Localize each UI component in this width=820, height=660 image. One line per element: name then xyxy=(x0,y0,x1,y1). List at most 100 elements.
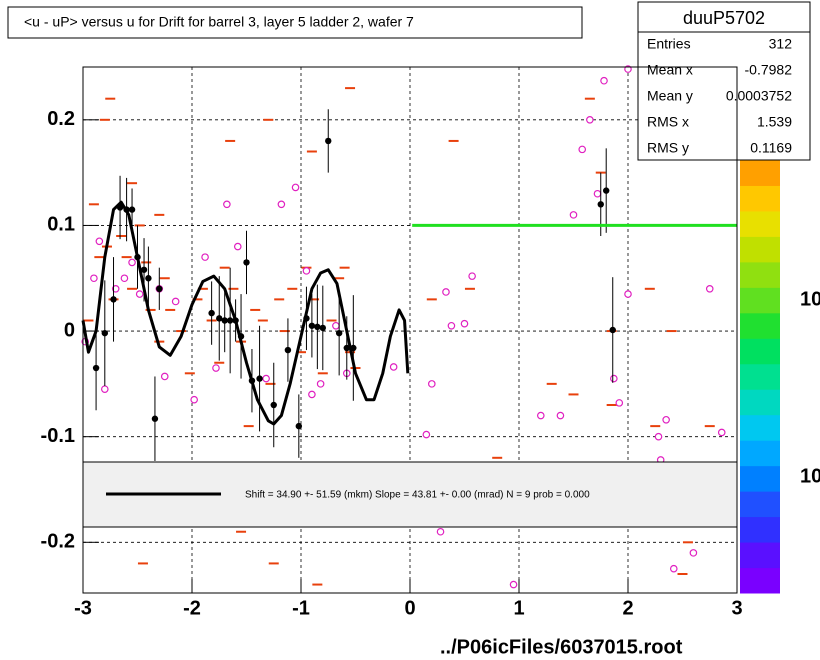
data-point xyxy=(556,411,565,420)
legend-text: Shift = 34.90 +- 51.59 (mkm) Slope = 43.… xyxy=(245,490,590,501)
data-point xyxy=(460,319,469,328)
data-point xyxy=(212,364,220,372)
x-tick-label: 2 xyxy=(622,597,633,619)
stats-key: Mean x xyxy=(647,62,693,78)
profile-point xyxy=(226,317,234,324)
profile-point xyxy=(208,309,215,317)
colorbar-label: 10 xyxy=(800,465,820,487)
stats-box xyxy=(637,1,811,161)
profile-point xyxy=(609,326,616,334)
data-point xyxy=(717,428,726,437)
data-point xyxy=(111,285,120,293)
y-tick-label: -0.2 xyxy=(41,531,75,553)
stats-value: 0.1169 xyxy=(750,140,792,156)
stats-key: Entries xyxy=(647,36,691,52)
profile-point xyxy=(216,315,223,322)
data-point xyxy=(308,390,316,399)
data-point xyxy=(135,290,144,298)
colorbar-cell xyxy=(740,465,780,492)
x-tick-label: -2 xyxy=(183,597,201,619)
stats-value: 1.539 xyxy=(757,114,792,130)
profile-point xyxy=(295,422,303,430)
data-point xyxy=(586,116,594,124)
data-point xyxy=(291,183,300,192)
data-point xyxy=(536,411,545,420)
colorbar-cell xyxy=(740,312,780,339)
data-point xyxy=(624,290,632,298)
stats-value: 312 xyxy=(769,36,793,52)
title-box xyxy=(7,6,583,39)
colorbar-cell xyxy=(740,414,780,441)
stats-key: RMS x xyxy=(647,114,689,130)
colorbar-cell xyxy=(740,516,780,543)
x-tick-label: -1 xyxy=(292,597,310,619)
data-point xyxy=(689,549,698,557)
profile-point xyxy=(256,375,263,382)
data-point xyxy=(669,564,678,573)
data-point xyxy=(509,580,518,589)
data-point xyxy=(332,321,340,330)
profile-point xyxy=(270,401,277,409)
stats-title: duuP5702 xyxy=(683,8,765,28)
data-point xyxy=(316,380,325,388)
profile-point xyxy=(343,344,350,352)
data-point xyxy=(654,432,663,441)
data-point xyxy=(262,374,270,383)
data-point xyxy=(95,237,104,246)
x-tick-label: 1 xyxy=(513,597,524,619)
footer: ../P06icFiles/6037015.root xyxy=(440,636,683,658)
colorbar-cell xyxy=(740,363,780,390)
data-point xyxy=(624,65,632,73)
profile-point xyxy=(140,266,148,273)
profile-point xyxy=(128,206,136,213)
data-point xyxy=(101,385,109,393)
profile-point xyxy=(110,296,117,303)
data-point xyxy=(190,395,198,404)
data-point xyxy=(120,274,129,283)
profile-point xyxy=(314,323,321,331)
data-point xyxy=(610,374,618,383)
profile-point xyxy=(597,201,604,208)
colorbar-label: 10 xyxy=(800,288,820,310)
profile-point xyxy=(319,324,326,332)
data-point xyxy=(442,288,450,296)
data-point xyxy=(302,267,311,275)
data-point xyxy=(593,189,602,198)
data-point xyxy=(201,253,209,261)
colorbar-cell xyxy=(740,542,780,569)
plot-frame xyxy=(82,66,738,594)
data-point xyxy=(128,258,136,267)
y-tick-label: 0.2 xyxy=(47,108,75,130)
data-point xyxy=(427,380,436,388)
profile-point xyxy=(243,259,250,266)
profile-point xyxy=(325,137,332,145)
chart-title: <u - uP> versus u for Drift for barrel 3… xyxy=(24,14,414,30)
colorbar-cell xyxy=(740,210,780,237)
data-point xyxy=(422,430,431,439)
profile-point xyxy=(308,322,316,329)
profile-point xyxy=(603,187,610,194)
data-point xyxy=(233,242,242,251)
colorbar-cell xyxy=(740,287,780,314)
stats-value: -0.7982 xyxy=(745,62,793,78)
data-point xyxy=(705,285,714,293)
profile-point xyxy=(145,275,152,282)
profile-point xyxy=(221,317,228,324)
profile-point xyxy=(151,415,159,422)
data-point xyxy=(277,200,286,209)
x-tick-label: 0 xyxy=(404,597,415,619)
data-point xyxy=(569,211,578,219)
data-point xyxy=(600,76,608,85)
data-point xyxy=(90,274,98,283)
stats-key: Mean y xyxy=(647,88,693,104)
data-point xyxy=(662,415,670,424)
profile-point xyxy=(335,329,343,337)
data-point xyxy=(389,363,398,371)
colorbar-cell xyxy=(740,185,780,212)
colorbar-cell xyxy=(740,389,780,416)
data-point xyxy=(160,372,169,381)
y-tick-label: -0.1 xyxy=(41,425,75,447)
x-tick-label: 3 xyxy=(731,597,742,619)
y-tick-label: 0 xyxy=(64,319,75,341)
